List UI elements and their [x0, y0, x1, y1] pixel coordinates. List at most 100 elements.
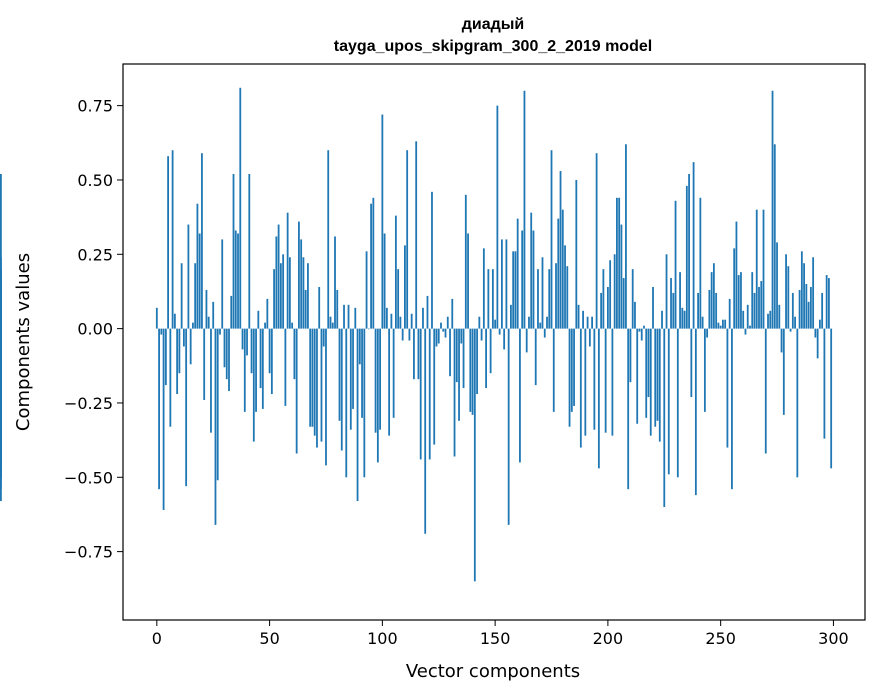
bar — [212, 301, 215, 329]
bar — [726, 328, 729, 448]
bar — [534, 328, 537, 386]
bar — [710, 272, 713, 329]
bar — [0, 257, 2, 329]
bar — [325, 328, 327, 466]
bar — [201, 153, 203, 329]
bar — [663, 328, 666, 508]
bar — [388, 328, 391, 436]
bar — [582, 310, 584, 329]
bar — [268, 328, 271, 374]
bar — [442, 328, 445, 332]
bar — [647, 328, 650, 398]
bar — [422, 307, 424, 329]
bar — [476, 328, 478, 395]
bar — [300, 239, 303, 329]
y-tick-label: 0.75 — [77, 97, 113, 116]
bar — [469, 328, 472, 412]
bar — [302, 257, 305, 329]
bar — [584, 328, 587, 436]
bar — [573, 328, 575, 406]
bar — [480, 328, 483, 341]
bar — [406, 150, 409, 329]
bar — [701, 316, 704, 329]
bar — [796, 328, 799, 478]
bar — [498, 328, 501, 335]
bar — [751, 272, 754, 329]
bar — [579, 328, 582, 448]
bar — [464, 194, 467, 329]
bar — [676, 328, 679, 478]
bar — [194, 263, 197, 329]
bar — [284, 328, 287, 406]
bar — [255, 328, 257, 412]
x-tick-label: 300 — [818, 629, 849, 648]
bar — [643, 325, 645, 329]
bar — [413, 328, 415, 380]
bar — [636, 328, 639, 424]
bar — [394, 215, 397, 329]
bar — [818, 319, 821, 329]
bar — [778, 304, 781, 329]
bar — [331, 322, 334, 329]
bar — [417, 328, 420, 380]
bar — [424, 328, 427, 534]
bar — [0, 174, 2, 329]
bar — [207, 316, 210, 329]
bar — [316, 328, 318, 448]
bar — [372, 197, 375, 329]
bar — [753, 292, 756, 329]
y-tick-label: −0.75 — [64, 543, 113, 562]
chart-title: диадый — [462, 16, 525, 33]
x-tick-label: 200 — [593, 629, 624, 648]
bar — [428, 328, 431, 460]
bar — [458, 328, 460, 421]
bar — [537, 269, 539, 329]
bar — [189, 328, 192, 365]
y-tick-label: 0.00 — [77, 320, 113, 339]
bar — [275, 236, 278, 329]
bar — [345, 328, 348, 478]
bar — [525, 328, 528, 353]
bar — [604, 328, 607, 433]
bar — [352, 328, 354, 409]
bar — [505, 239, 508, 329]
bar — [228, 328, 230, 392]
bar — [178, 328, 181, 374]
bar — [764, 328, 767, 454]
bar — [354, 307, 357, 329]
bar — [816, 328, 819, 359]
bar — [383, 233, 386, 329]
bar — [410, 313, 413, 329]
bar — [516, 218, 519, 329]
bar — [485, 328, 487, 389]
x-tick-label: 0 — [152, 629, 162, 648]
bar — [825, 275, 828, 329]
y-tick-label: −0.25 — [64, 394, 113, 413]
bar — [609, 260, 612, 329]
bar — [600, 292, 603, 329]
bar — [627, 328, 630, 490]
bar — [803, 263, 805, 329]
bar — [539, 322, 542, 329]
bar — [740, 272, 742, 329]
bar — [791, 292, 794, 329]
bar — [807, 301, 810, 329]
bar — [471, 328, 474, 415]
bar — [561, 209, 564, 329]
bar — [706, 328, 709, 338]
bar — [322, 328, 325, 347]
bar — [415, 141, 418, 329]
bar — [455, 328, 458, 383]
x-axis-label: Vector components — [406, 661, 580, 682]
bar — [307, 263, 309, 329]
bar — [559, 171, 562, 329]
bar — [708, 289, 711, 329]
bar — [564, 245, 566, 329]
bar — [742, 310, 745, 329]
bar — [719, 325, 722, 329]
bar — [717, 322, 720, 329]
bar — [462, 328, 465, 389]
bar — [787, 266, 790, 329]
bar — [329, 316, 332, 329]
bar — [622, 278, 625, 329]
